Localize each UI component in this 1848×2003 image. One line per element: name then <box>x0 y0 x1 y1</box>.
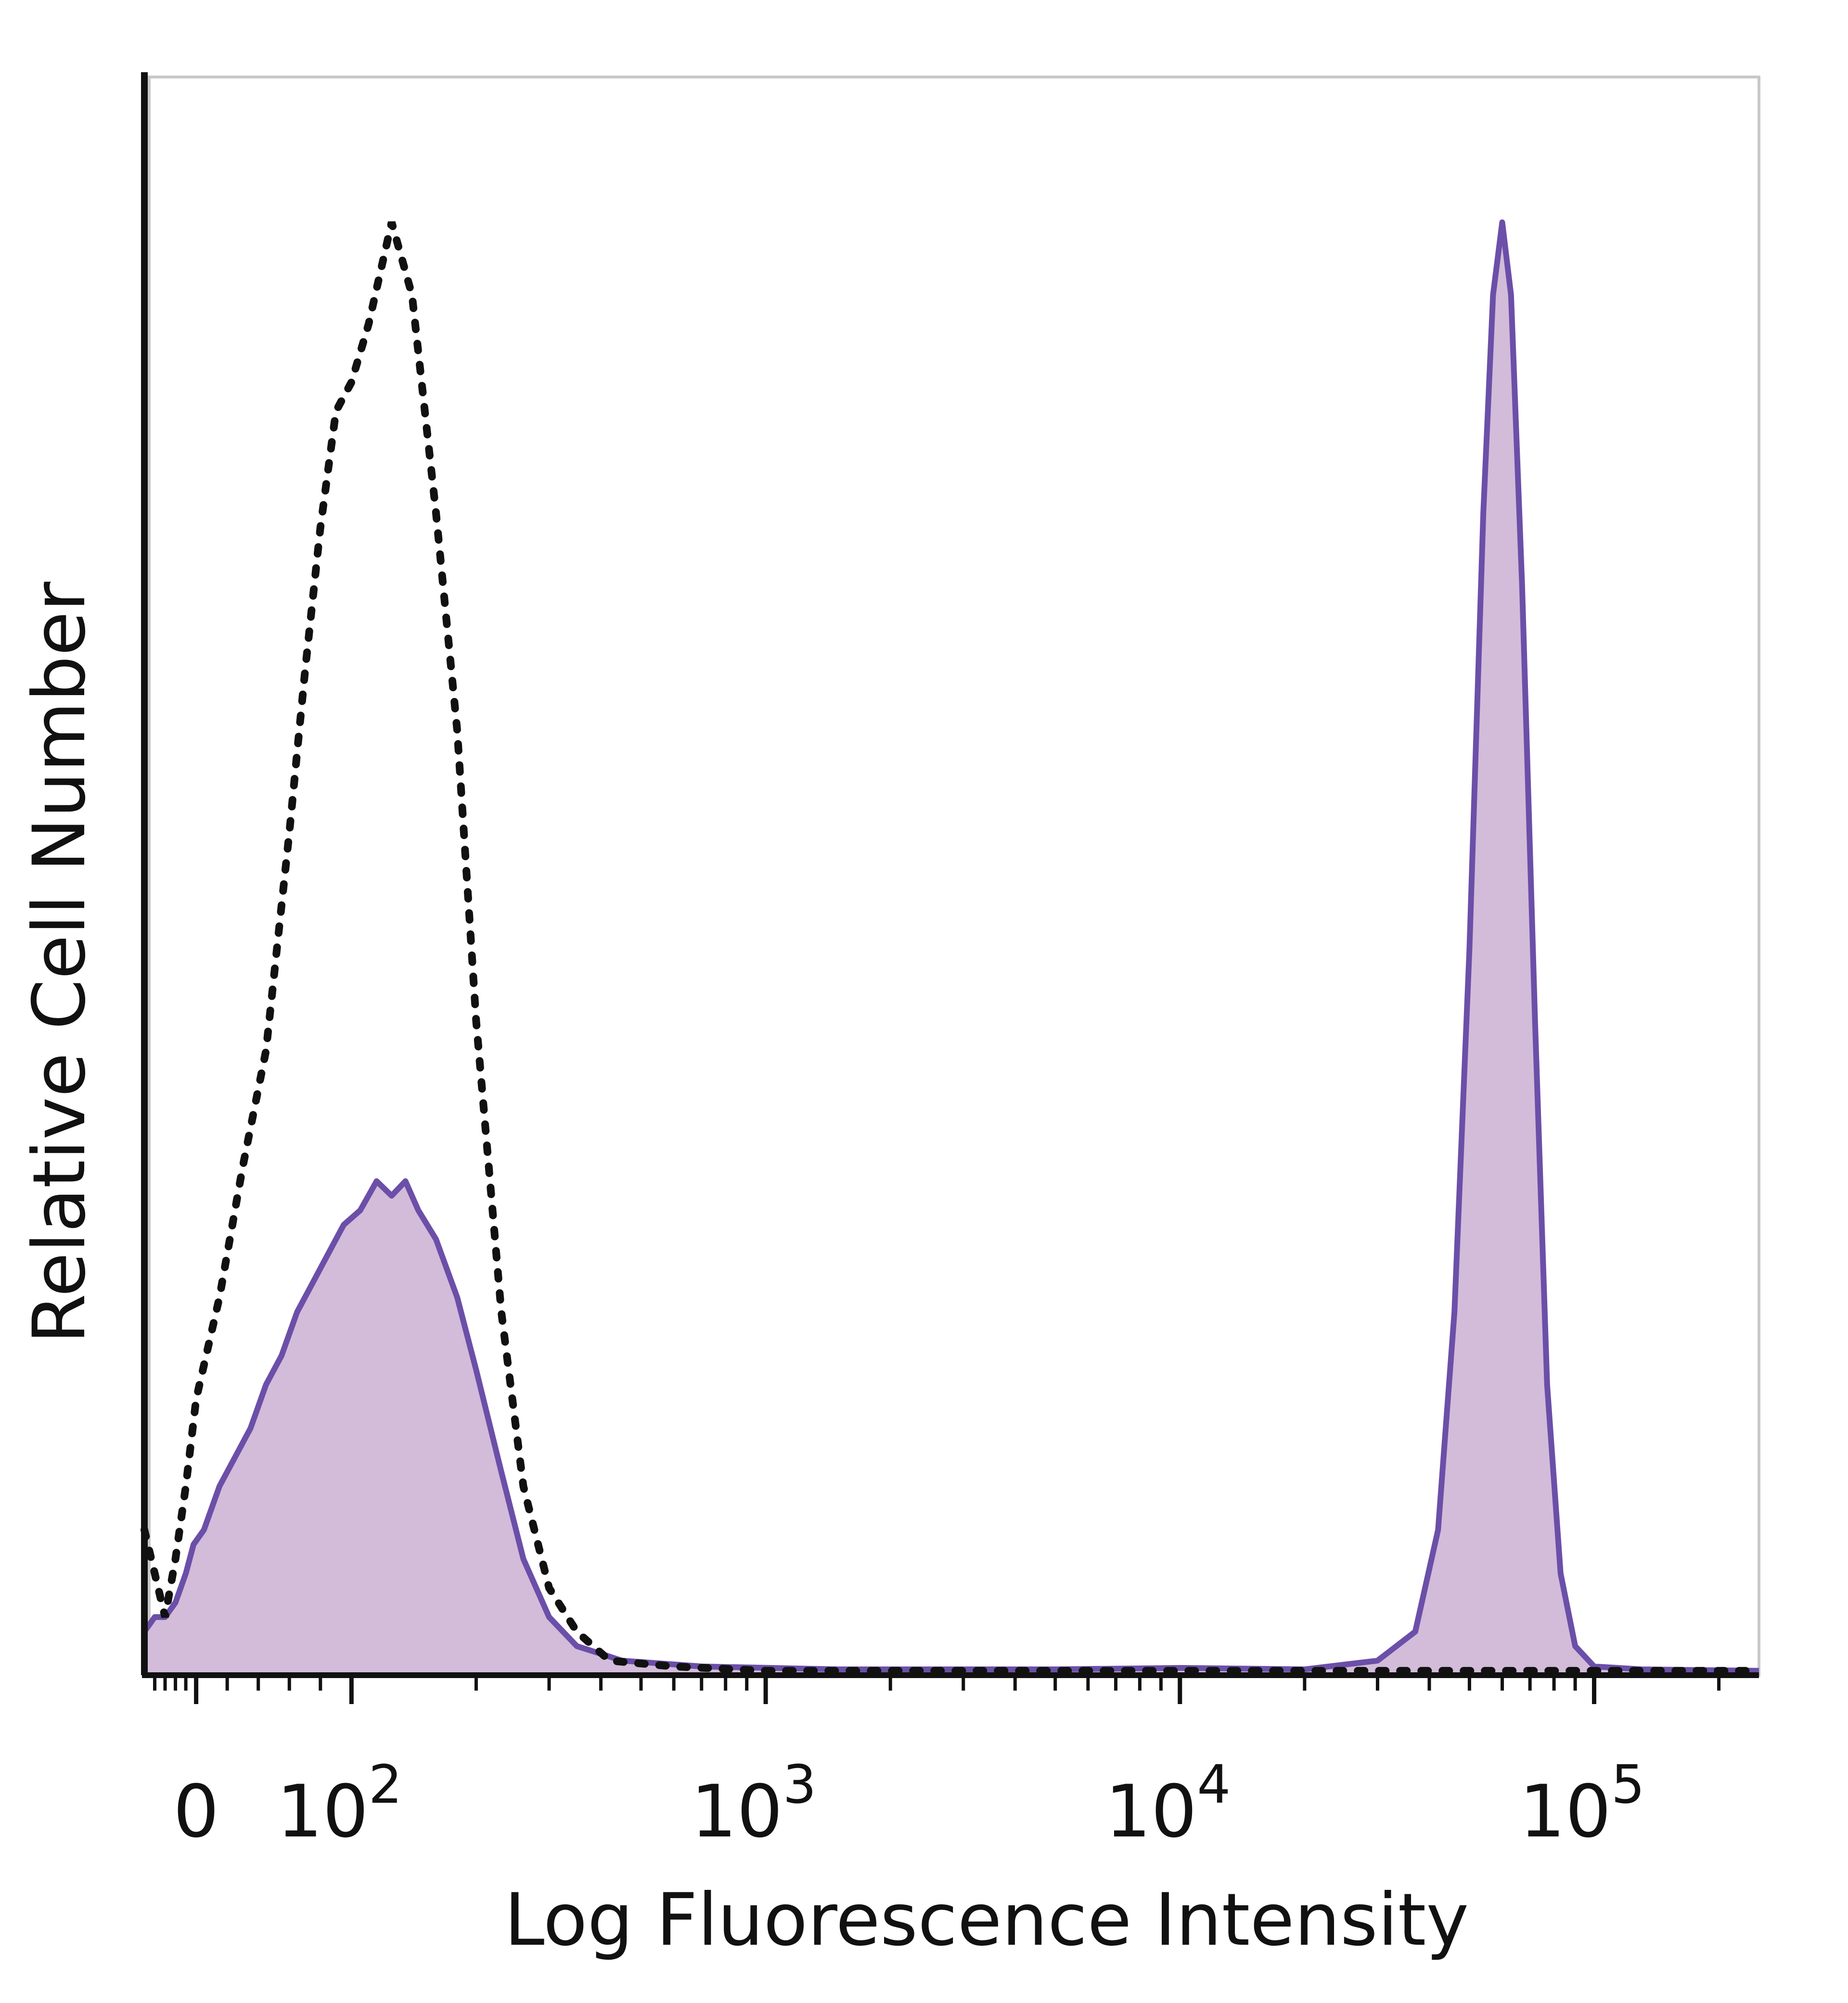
series-0-dotted-line <box>141 221 1763 1675</box>
series-1-fill <box>144 222 1759 1675</box>
x-tick-label-4: 105 <box>1519 1754 1645 1854</box>
x-tick-label-3: 104 <box>1105 1754 1231 1854</box>
x-axis-label: Log Fluorescence Intensity <box>504 1878 1469 1962</box>
y-axis-label: Relative Cell Number <box>18 582 102 1344</box>
x-ticks: 0 102 103 104 105 <box>153 1675 1721 1854</box>
x-tick-label-2: 103 <box>691 1754 817 1854</box>
series-1-line <box>142 219 1759 1674</box>
x-tick-label-0: 0 <box>173 1770 219 1854</box>
x-tick-label-1: 102 <box>277 1754 402 1854</box>
series-layer <box>141 219 1763 1675</box>
